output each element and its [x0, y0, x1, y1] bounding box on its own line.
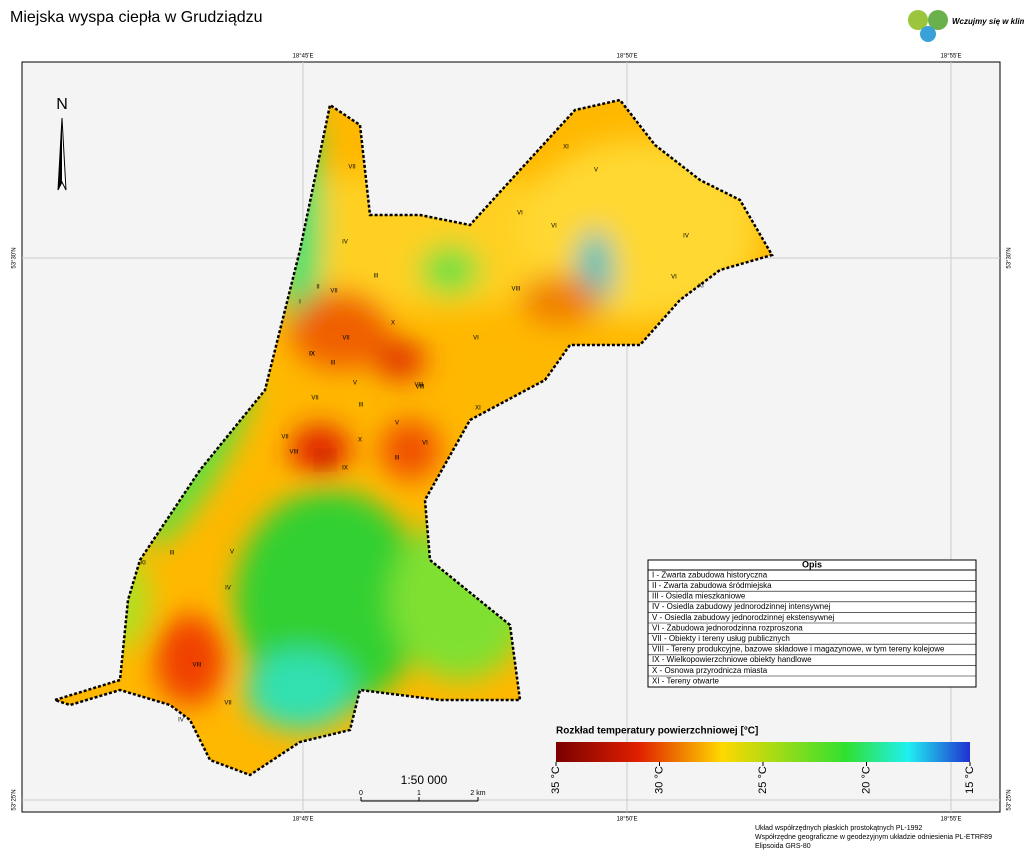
- zone-label: IV: [178, 718, 184, 724]
- latitude-label: 53°30'N: [1007, 247, 1013, 268]
- legend-row: XI - Tereny otwarte: [652, 676, 720, 685]
- zone-label: VII: [348, 165, 356, 171]
- footnote: Układ współrzędnych płaskich prostokątny…: [755, 825, 922, 832]
- zone-label: IX: [309, 352, 315, 358]
- latitude-label: 53°25'N: [12, 789, 18, 810]
- zone-label: II: [316, 285, 320, 291]
- north-arrow: N: [56, 96, 68, 191]
- zone-label: IV: [342, 240, 348, 246]
- legend-row: II - Zwarta zabudowa śródmiejska: [652, 581, 772, 590]
- zone-label: VII: [311, 396, 319, 402]
- longitude-label: 18°55'E: [941, 817, 962, 823]
- longitude-label: 18°50'E: [617, 817, 638, 823]
- zone-label: XI: [563, 145, 569, 151]
- latitude-label: 53°30'N: [12, 247, 18, 268]
- zone-label: VI: [422, 441, 428, 447]
- longitude-label: 18°55'E: [941, 54, 962, 60]
- legend-row: IV - Osiedla zabudowy jednorodzinnej int…: [652, 602, 831, 611]
- legend-row: III - Osiedla mieszkaniowe: [652, 592, 746, 601]
- colorbar-tick-label: 20 °C: [860, 766, 872, 794]
- zone-label: XI: [140, 561, 146, 567]
- colorbar-tick-label: 15 °C: [964, 766, 976, 794]
- legend-row: VIII - Tereny produkcyjne, bazowe składo…: [652, 645, 945, 654]
- zone-label: VIII: [289, 450, 298, 456]
- colorbar-tick-label: 35 °C: [550, 766, 562, 794]
- zone-label: XI: [698, 284, 704, 290]
- zone-label: III: [330, 361, 335, 367]
- zone-label: III: [373, 274, 378, 280]
- zone-label: IV: [683, 234, 689, 240]
- longitude-label: 18°45'E: [293, 817, 314, 823]
- legend-row: VI - Zabudowa jednorodzinna rozproszona: [652, 623, 803, 632]
- zone-label: VI: [671, 275, 677, 281]
- zone-label: VII: [281, 435, 289, 441]
- latitude-label: 53°25'N: [1007, 789, 1013, 810]
- zone-label: VII: [330, 289, 338, 295]
- scale-ratio: 1:50 000: [401, 773, 448, 787]
- scale-bar: [360, 797, 479, 802]
- colorbar-title: Rozkład temperatury powierzchniowej [°C]: [556, 726, 758, 737]
- zone-label: IX: [342, 466, 348, 472]
- zone-label: VI: [473, 336, 479, 342]
- zone-label: VIII: [414, 383, 423, 389]
- longitude-label: 18°50'E: [617, 54, 638, 60]
- zone-label: X: [358, 438, 362, 444]
- colorbar-tick-label: 30 °C: [653, 766, 665, 794]
- scale-label: 1: [417, 790, 421, 797]
- zone-label: III: [358, 403, 363, 409]
- scale-label: 2 km: [470, 790, 485, 797]
- legend-row: VII - Obiekty i tereny usług publicznych: [652, 634, 790, 643]
- legend-row: X - Osnowa przyrodnicza miasta: [652, 666, 768, 675]
- zone-label: V: [395, 421, 399, 427]
- zone-label: VII: [224, 701, 232, 707]
- north-label: N: [56, 96, 68, 113]
- legend-row: IX - Wielkopowierzchniowe obiekty handlo…: [652, 655, 812, 664]
- zone-label: X: [391, 321, 395, 327]
- zone-label: VII: [342, 336, 350, 342]
- legend-table: Opis: [647, 559, 977, 688]
- legend-row: V - Osiedla zabudowy jednorodzinnej ekst…: [652, 613, 835, 622]
- zone-label: IV: [225, 586, 231, 592]
- zone-label: VIII: [511, 287, 520, 293]
- footnote: Elipsoida GRS-80: [755, 843, 811, 850]
- colorbar-tick-label: 25 °C: [757, 766, 769, 794]
- zone-label: V: [230, 550, 234, 556]
- logo: Wczujmy się w klimat!: [908, 10, 1024, 42]
- zone-label: V: [594, 168, 598, 174]
- zone-label: XI: [475, 406, 481, 412]
- zone-label: III: [169, 551, 174, 557]
- colorbar: [556, 742, 970, 762]
- zone-label: VIII: [415, 385, 424, 391]
- zone-label: V: [353, 381, 357, 387]
- footnote: Współrzędne geograficzne w geodezyjnym u…: [755, 834, 992, 841]
- zone-label: VI: [517, 211, 523, 217]
- zone-label: IX: [309, 352, 315, 358]
- longitude-label: 18°45'E: [293, 54, 314, 60]
- legend-title: Opis: [802, 559, 822, 569]
- zone-label: VI: [551, 224, 557, 230]
- legend-row: I - Zwarta zabudowa historyczna: [652, 570, 768, 579]
- zone-label: III: [394, 456, 399, 462]
- zone-label: I: [299, 300, 301, 306]
- zone-label: VIII: [192, 663, 201, 669]
- scale-label: 0: [359, 790, 363, 797]
- logo-text: Wczujmy się w klimat!: [952, 17, 1024, 26]
- title: Miejska wyspa ciepła w Grudziądzu: [10, 9, 263, 26]
